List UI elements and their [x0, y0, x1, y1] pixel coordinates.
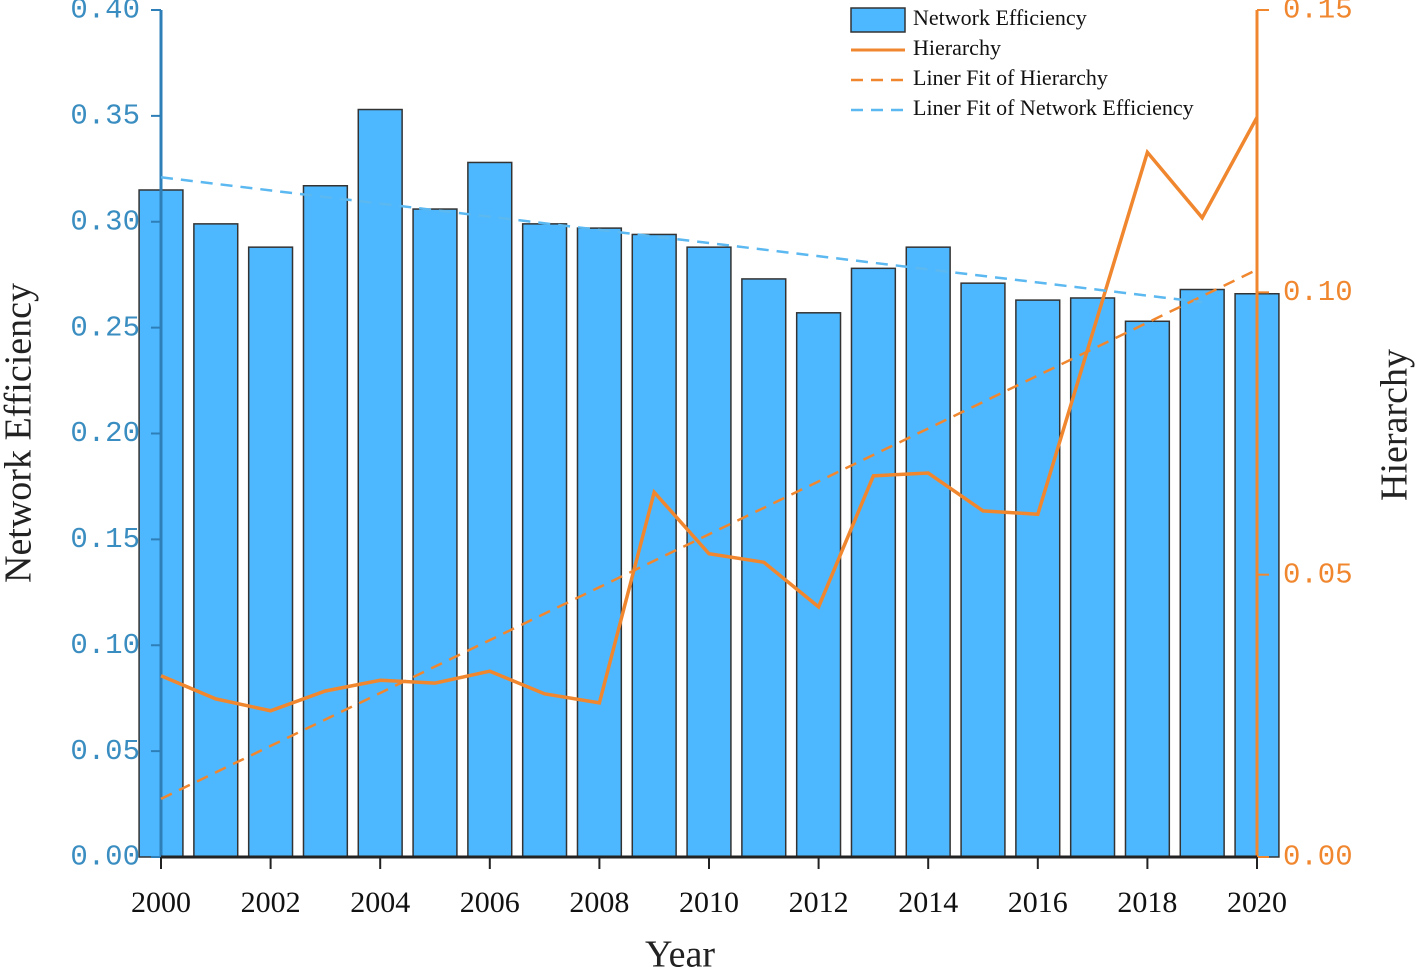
bar [302, 185, 349, 858]
y2-tick-label: 0.15 [1283, 0, 1353, 27]
bar [521, 223, 568, 858]
y-tick-label: 0.10 [70, 629, 140, 662]
bar [960, 282, 1006, 858]
y-axis-label: Network Efficiency [0, 283, 40, 583]
x-tick-label: 2006 [460, 886, 520, 919]
legend-label: Liner Fit of Hierarchy [913, 65, 1108, 90]
bar [795, 312, 842, 858]
fit-line [160, 176, 1203, 304]
fit-line [160, 268, 1258, 800]
legend-label: Liner Fit of Network Efficiency [913, 95, 1194, 120]
y-tick-label: 0.15 [70, 523, 140, 556]
bar [1124, 320, 1171, 858]
y2-tick-label: 0.05 [1283, 558, 1353, 591]
y-tick-label: 0.05 [70, 735, 140, 768]
bar [850, 267, 897, 858]
y-tick-label: 0.00 [70, 841, 140, 874]
bar [1069, 297, 1116, 858]
bar [412, 208, 458, 858]
x-tick-label: 2008 [569, 886, 629, 919]
legend-label: Network Efficiency [913, 5, 1087, 30]
y2-axis-label: Hierarchy [1374, 349, 1416, 501]
x-tick-label: 2016 [1008, 886, 1068, 919]
x-tick-label: 2000 [131, 886, 191, 919]
y-tick-label: 0.35 [70, 100, 140, 133]
bar [193, 223, 239, 858]
bar [1015, 299, 1061, 858]
x-tick-label: 2010 [679, 886, 739, 919]
bar [357, 108, 403, 858]
y-tick-label: 0.30 [70, 205, 140, 238]
bar [576, 227, 623, 858]
y2-tick-label: 0.00 [1283, 841, 1353, 874]
legend-label: Hierarchy [913, 35, 1001, 60]
bar [905, 246, 951, 858]
y-tick-label: 0.20 [70, 417, 140, 450]
y-tick-label: 0.25 [70, 311, 140, 344]
x-tick-label: 2018 [1117, 886, 1177, 919]
bar [741, 278, 787, 858]
bar [1179, 288, 1225, 858]
bar [467, 161, 513, 858]
y2-tick-label: 0.10 [1283, 276, 1353, 309]
x-tick-label: 2020 [1227, 886, 1287, 919]
x-tick-label: 2014 [898, 886, 958, 919]
legend-swatch [850, 7, 906, 33]
x-tick-label: 2012 [789, 886, 849, 919]
x-axis-label: Year [645, 934, 715, 975]
x-tick-label: 2004 [350, 886, 410, 919]
y-tick-label: 0.40 [70, 0, 140, 27]
line [160, 116, 1259, 713]
bar [247, 246, 294, 858]
x-tick-label: 2002 [241, 886, 301, 919]
